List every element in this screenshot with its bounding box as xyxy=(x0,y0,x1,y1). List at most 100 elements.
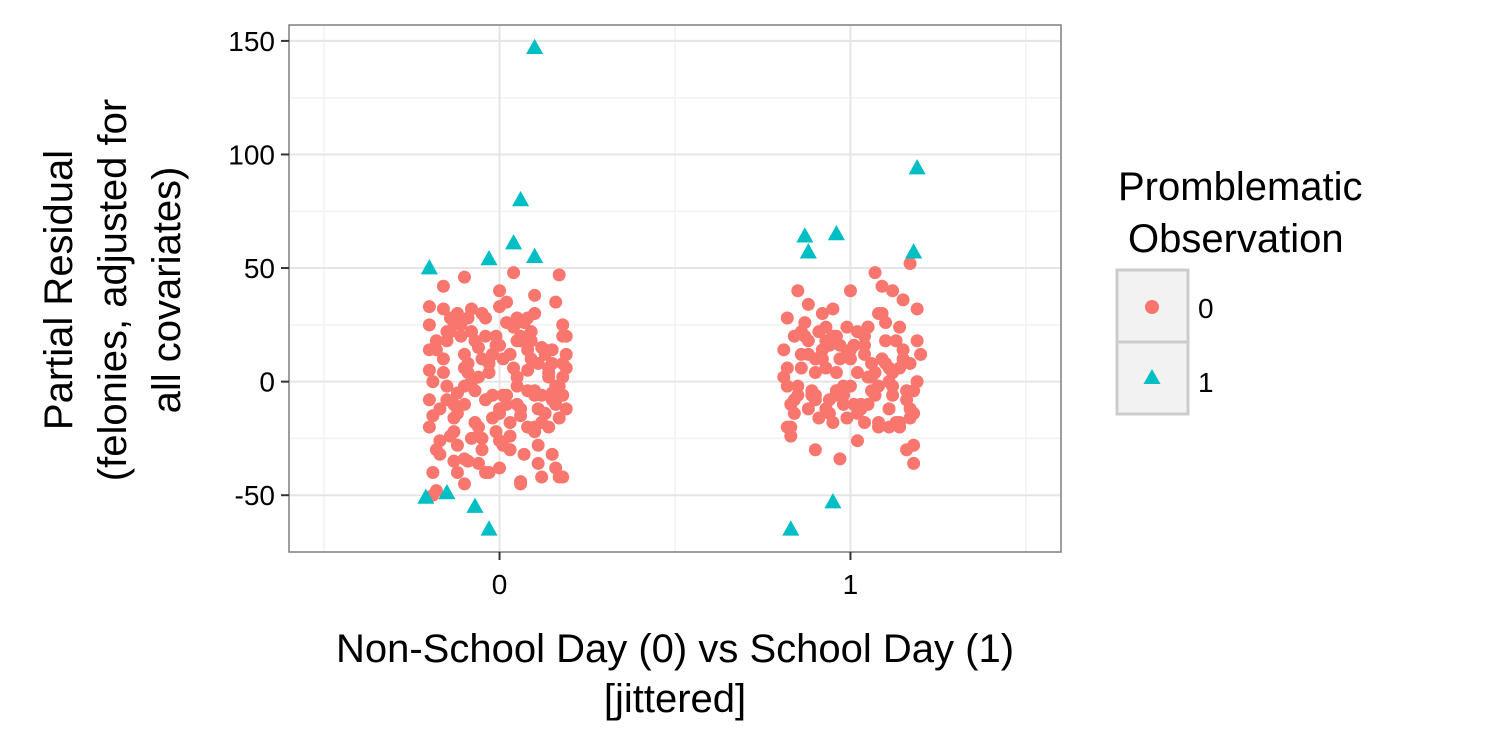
data-point-series-0 xyxy=(896,293,910,307)
data-point-series-0 xyxy=(829,388,843,402)
data-point-series-0 xyxy=(510,379,524,393)
data-point-series-1 xyxy=(480,520,498,536)
data-point-series-0 xyxy=(556,318,570,332)
data-point-series-0 xyxy=(791,379,805,393)
data-point-series-0 xyxy=(910,334,924,348)
y-tick-label: 0 xyxy=(259,367,275,398)
data-point-series-0 xyxy=(791,284,805,298)
data-point-series-0 xyxy=(808,388,822,402)
data-point-series-0 xyxy=(857,416,871,430)
data-point-series-0 xyxy=(457,347,471,361)
data-point-series-0 xyxy=(900,384,914,398)
data-point-series-0 xyxy=(886,284,900,298)
data-point-series-0 xyxy=(447,454,461,468)
data-point-series-1 xyxy=(908,159,926,175)
data-point-series-0 xyxy=(503,416,517,430)
data-point-series-0 xyxy=(879,334,893,348)
data-point-series-0 xyxy=(826,416,840,430)
data-point-series-0 xyxy=(559,329,573,343)
data-point-series-0 xyxy=(471,429,485,443)
legend-key-triangle-1 xyxy=(1143,369,1161,384)
data-point-series-0 xyxy=(503,429,517,443)
data-point-series-0 xyxy=(493,434,507,448)
data-point-series-1 xyxy=(905,243,923,259)
data-point-series-0 xyxy=(422,363,436,377)
data-point-series-0 xyxy=(875,352,889,366)
data-point-series-0 xyxy=(896,343,910,357)
data-point-series-0 xyxy=(780,311,794,325)
data-point-series-0 xyxy=(468,384,482,398)
data-point-series-0 xyxy=(531,438,545,452)
data-point-series-0 xyxy=(879,316,893,330)
data-point-series-0 xyxy=(440,325,454,339)
data-point-series-0 xyxy=(545,343,559,357)
data-point-series-0 xyxy=(850,406,864,420)
data-point-series-0 xyxy=(903,356,917,370)
data-point-series-0 xyxy=(882,420,896,434)
legend: Promblematic Observation 0 1 xyxy=(1115,165,1363,416)
y-tick-label: 100 xyxy=(228,139,275,170)
data-point-series-0 xyxy=(422,300,436,314)
data-point-series-0 xyxy=(493,338,507,352)
data-point-series-0 xyxy=(545,447,559,461)
y-axis-title-line-2: (felonies, adjusted for xyxy=(91,99,135,481)
data-point-series-0 xyxy=(889,334,903,348)
data-point-series-0 xyxy=(514,477,528,491)
data-point-series-0 xyxy=(822,338,836,352)
data-point-series-0 xyxy=(479,329,493,343)
data-point-series-0 xyxy=(493,284,507,298)
x-axis-title-line-2: [jittered] xyxy=(604,677,746,721)
data-point-series-0 xyxy=(872,416,886,430)
data-point-series-0 xyxy=(440,393,454,407)
y-axis-title-line-1: Partial Residual xyxy=(37,150,81,430)
data-point-series-0 xyxy=(840,320,854,334)
data-point-series-0 xyxy=(457,477,471,491)
data-point-series-0 xyxy=(903,257,917,271)
data-point-series-0 xyxy=(426,375,440,389)
data-point-series-0 xyxy=(514,402,528,416)
data-point-series-0 xyxy=(787,329,801,343)
data-point-series-0 xyxy=(843,284,857,298)
data-point-series-0 xyxy=(443,429,457,443)
data-point-series-1 xyxy=(526,38,544,55)
data-point-series-0 xyxy=(815,352,829,366)
data-point-series-0 xyxy=(429,484,443,498)
data-point-series-0 xyxy=(447,411,461,425)
data-point-series-1 xyxy=(526,247,544,263)
data-point-series-0 xyxy=(436,302,450,316)
data-point-series-0 xyxy=(535,470,549,484)
x-tick-label: 0 xyxy=(492,569,508,600)
data-point-series-0 xyxy=(433,447,447,461)
data-point-series-0 xyxy=(542,361,556,375)
plot-panel xyxy=(288,24,1062,553)
data-point-series-1 xyxy=(420,259,438,275)
data-point-series-0 xyxy=(528,288,542,302)
data-point-series-0 xyxy=(486,388,500,402)
data-point-series-0 xyxy=(521,311,535,325)
data-point-series-0 xyxy=(482,366,496,380)
data-point-series-0 xyxy=(461,366,475,380)
data-point-series-0 xyxy=(422,393,436,407)
data-point-series-0 xyxy=(433,402,447,416)
data-point-series-0 xyxy=(436,279,450,293)
data-point-series-0 xyxy=(914,347,928,361)
data-point-series-0 xyxy=(524,334,538,348)
data-point-series-0 xyxy=(910,302,924,316)
data-point-series-0 xyxy=(475,443,489,457)
data-point-series-0 xyxy=(784,429,798,443)
data-point-series-0 xyxy=(801,297,815,311)
data-point-series-0 xyxy=(500,295,514,309)
data-point-series-0 xyxy=(471,456,485,470)
grid-layer xyxy=(289,25,1061,552)
data-point-series-0 xyxy=(422,420,436,434)
data-point-series-0 xyxy=(471,420,485,434)
data-point-series-0 xyxy=(422,318,436,332)
x-axis-title-line-1: Non-School Day (0) vs School Day (1) xyxy=(336,627,1014,671)
data-point-series-0 xyxy=(559,347,573,361)
data-point-series-0 xyxy=(801,347,815,361)
data-point-series-0 xyxy=(833,452,847,466)
data-point-series-0 xyxy=(531,456,545,470)
data-points-layer xyxy=(417,38,928,536)
data-point-series-0 xyxy=(422,343,436,357)
data-point-series-0 xyxy=(910,375,924,389)
